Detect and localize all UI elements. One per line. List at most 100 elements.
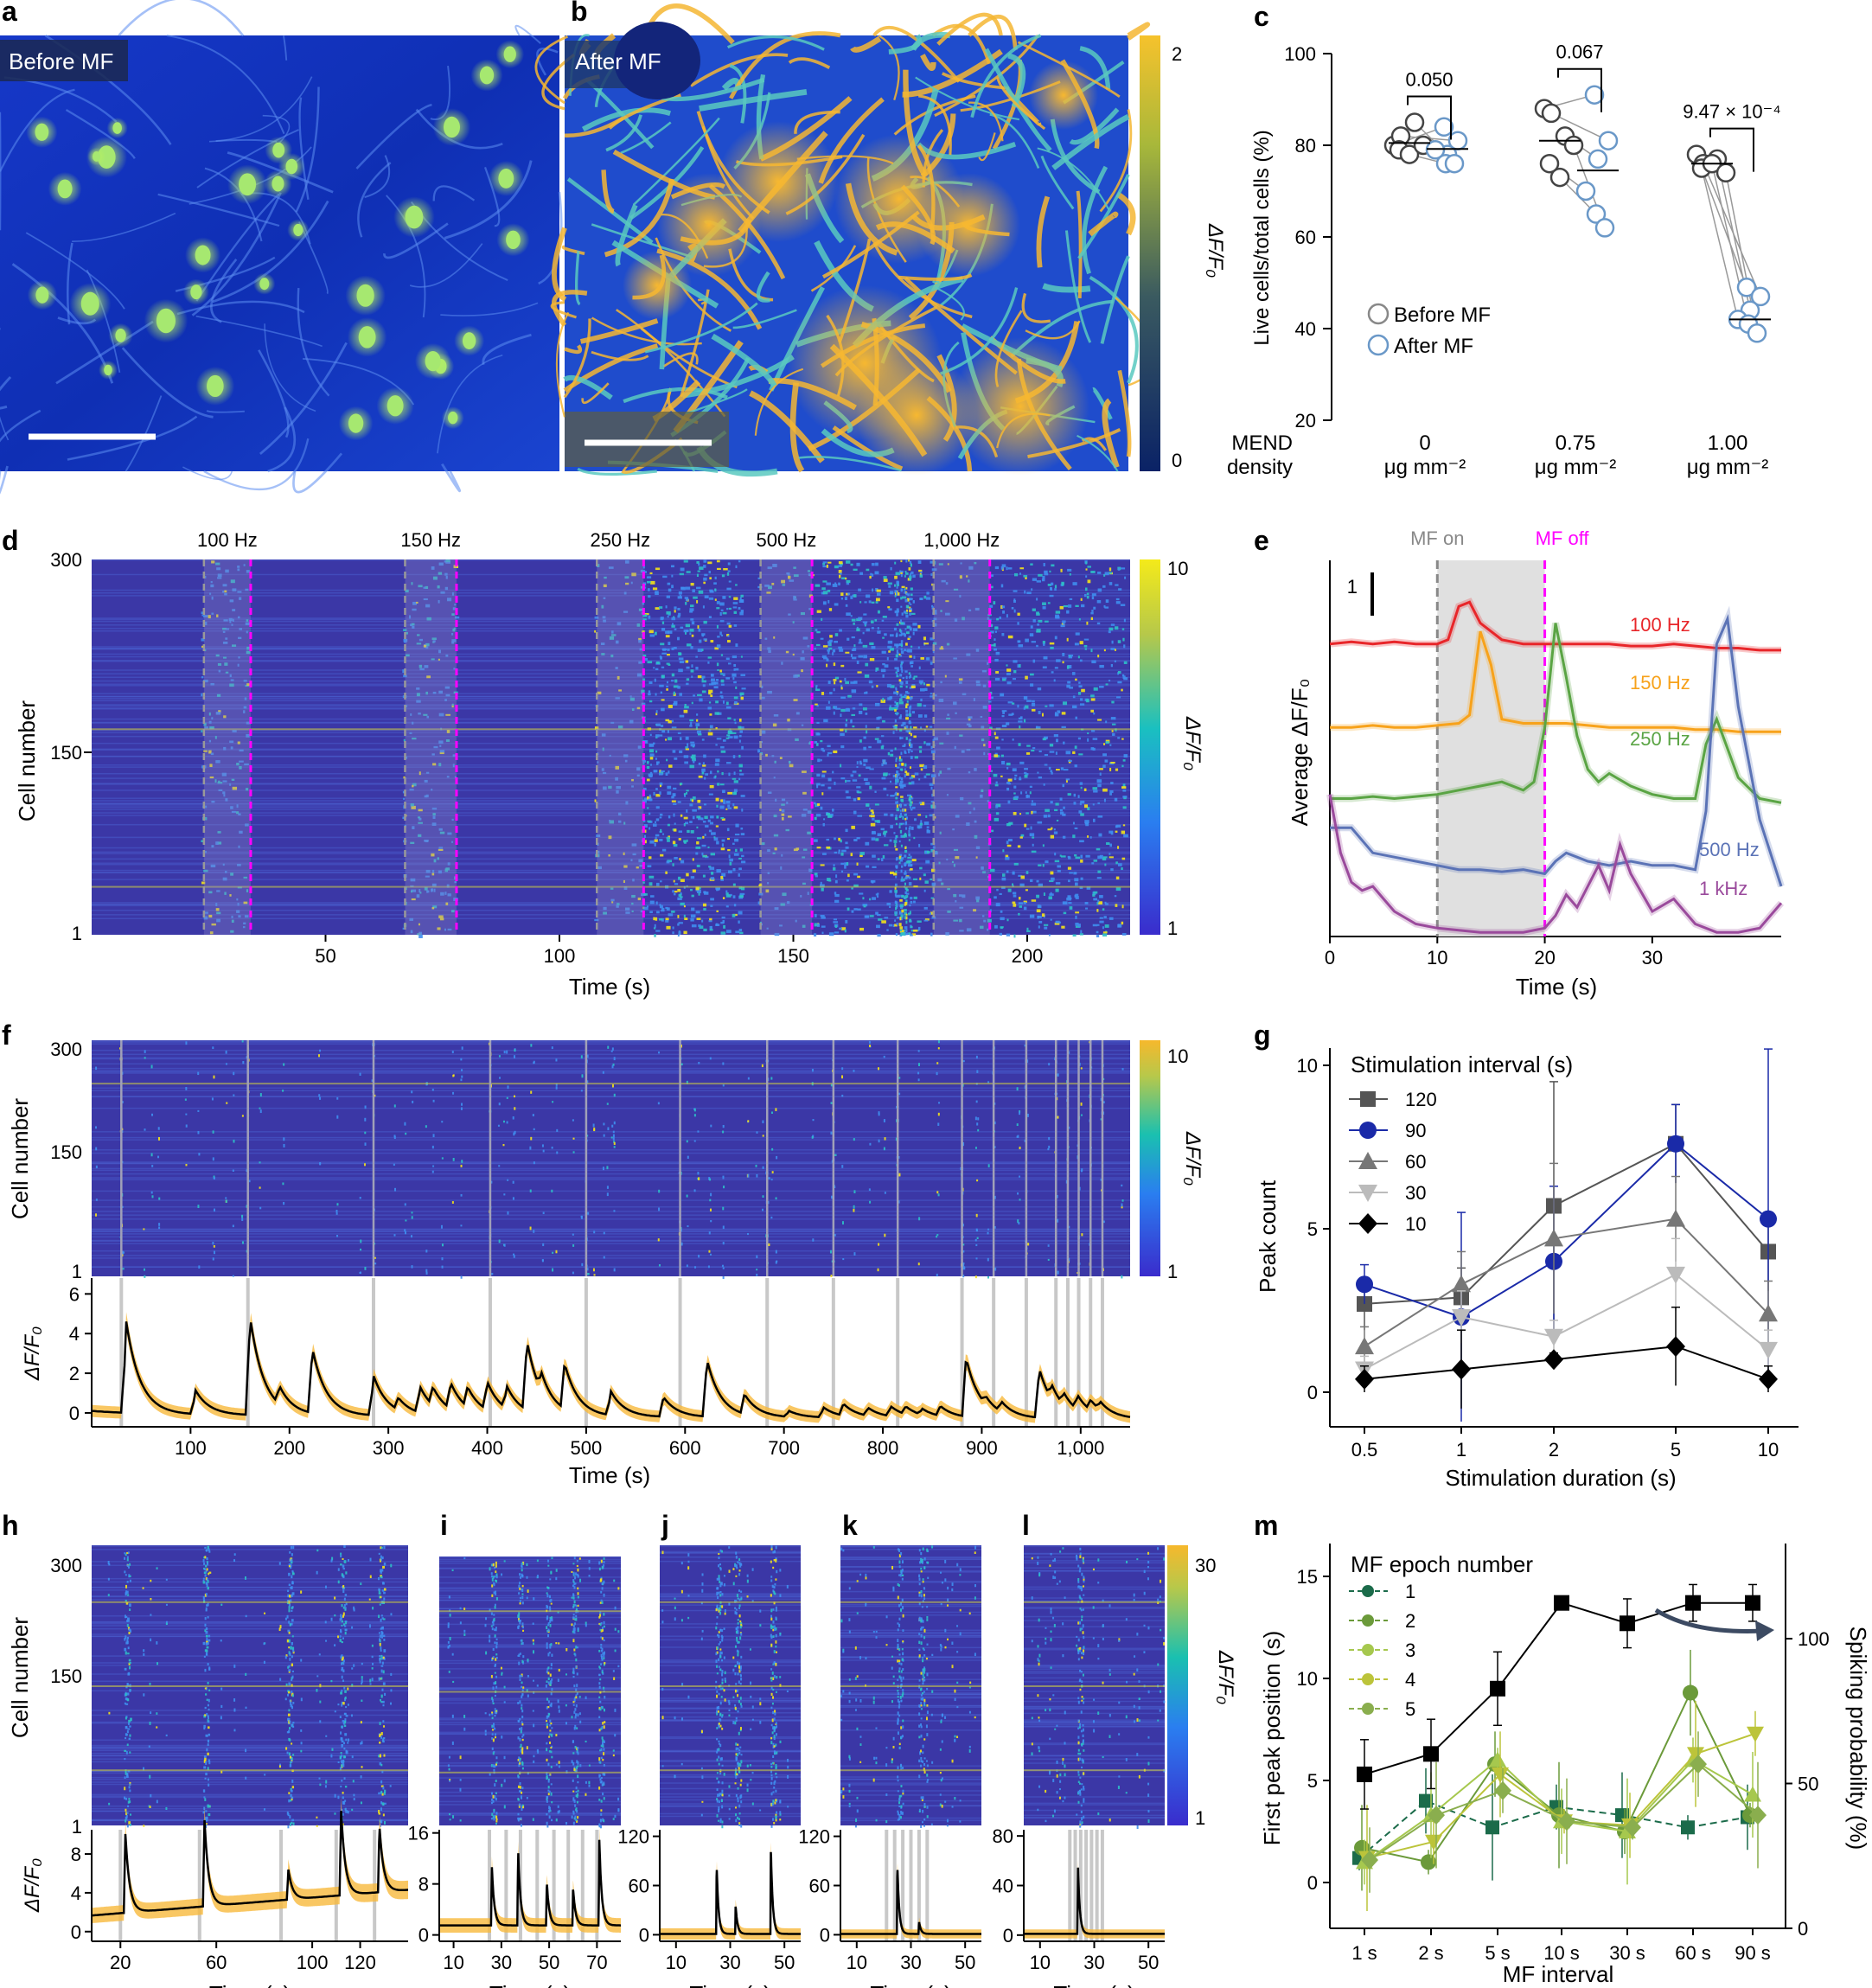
heatmap-activity <box>677 732 681 734</box>
heatmap-activity <box>740 833 745 836</box>
heatmap-activity <box>1075 856 1081 860</box>
heatmap-activity <box>1079 782 1083 785</box>
heatmap-activity <box>850 654 853 657</box>
heatmap-activity <box>863 692 867 694</box>
heatmap-activity <box>648 693 651 696</box>
cell-body-core <box>479 66 495 85</box>
heatmap-activity <box>716 887 720 891</box>
heatmap-activity <box>410 878 416 882</box>
heatmap-activity <box>602 771 607 775</box>
heatmap-activity <box>905 592 908 596</box>
heatmap-activity <box>999 932 1002 936</box>
heatmap-activity <box>894 747 897 751</box>
heatmap-activity <box>827 590 831 592</box>
heatmap-activity <box>946 732 949 735</box>
heatmap-activity <box>208 914 213 918</box>
heatmap-activity <box>909 627 912 631</box>
heatmap-activity <box>904 750 906 754</box>
heatmap-activity <box>808 573 813 577</box>
colorbar-b <box>1140 35 1160 471</box>
after-point <box>1747 323 1767 343</box>
heatmap-activity <box>987 662 989 665</box>
heatmap-activity <box>994 566 1000 570</box>
heatmap-activity <box>1081 1168 1083 1172</box>
heatmap-activity <box>405 1132 407 1135</box>
heatmap-row <box>92 1710 408 1711</box>
neurite <box>208 76 313 143</box>
heatmap-activity <box>890 685 895 688</box>
heatmap-activity <box>894 709 897 712</box>
heatmap-activity <box>707 819 711 822</box>
fluorescent-cluster <box>951 337 1089 476</box>
neurite <box>1100 255 1130 344</box>
heatmap-activity <box>684 631 687 635</box>
heatmap-activity <box>733 681 737 684</box>
heatmap-activity <box>765 753 768 757</box>
heatmap-activity <box>1065 778 1070 781</box>
heatmap-row <box>92 1250 1130 1252</box>
heatmap-activity <box>687 1225 689 1228</box>
heatmap-activity <box>685 623 691 628</box>
heatmap-activity <box>962 1224 964 1227</box>
stim-bar <box>488 1278 492 1427</box>
heatmap-activity <box>710 770 712 775</box>
heatmap-activity <box>899 698 903 701</box>
heatmap-activity <box>905 827 908 830</box>
heatmap-activity <box>740 726 744 730</box>
heatmap-activity <box>904 649 907 652</box>
heatmap-activity <box>503 1193 506 1196</box>
heatmap-activity <box>335 1209 338 1213</box>
heatmap-activity <box>319 1161 322 1165</box>
heatmap-activity <box>937 1193 940 1197</box>
heatmap-activity <box>710 905 713 907</box>
heatmap-activity <box>239 597 242 600</box>
heatmap-activity <box>1072 695 1076 699</box>
heatmap-activity <box>223 794 226 797</box>
heatmap-activity <box>1056 1115 1059 1119</box>
heatmap-activity <box>987 1081 990 1083</box>
heatmap-activity <box>658 606 663 609</box>
heatmap-activity <box>1092 803 1095 806</box>
series-line-150Hz <box>1330 630 1781 733</box>
heatmap-activity <box>840 572 842 575</box>
heatmap-activity <box>709 1178 712 1181</box>
heatmap-activity <box>1029 914 1035 918</box>
heatmap-activity <box>1067 681 1071 684</box>
neurite <box>788 57 831 69</box>
heatmap-activity <box>1093 712 1096 715</box>
heatmap-activity <box>695 846 701 849</box>
heatmap-activity <box>841 1067 844 1071</box>
heatmap-activity <box>629 719 634 724</box>
heatmap-activity <box>1001 877 1006 881</box>
heatmap-activity <box>693 1108 696 1112</box>
heatmap-activity <box>919 598 923 601</box>
heatmap-activity <box>617 675 620 680</box>
heatmap-activity <box>667 823 670 827</box>
heatmap-activity <box>1060 855 1066 858</box>
heatmap-activity <box>1080 854 1083 859</box>
heatmap-activity <box>648 743 655 747</box>
heatmap-activity <box>850 774 854 777</box>
heatmap-activity <box>975 896 981 900</box>
stim-bar <box>992 1278 996 1427</box>
heatmap-activity <box>1116 696 1121 699</box>
heatmap-activity <box>904 926 908 930</box>
heatmap-activity <box>124 1776 126 1779</box>
heatmap-activity <box>673 844 678 847</box>
heatmap-activity <box>409 789 414 791</box>
heatmap-activity <box>1017 612 1020 616</box>
heatmap-activity <box>932 694 937 697</box>
heatmap-activity <box>1044 926 1048 930</box>
heatmap-activity <box>996 617 1000 621</box>
heatmap-activity <box>905 920 908 924</box>
heatmap-activity <box>886 794 889 796</box>
heatmap-activity <box>912 628 918 632</box>
heatmap-activity <box>1045 860 1049 864</box>
marker-triangle-down <box>1452 1309 1471 1327</box>
heatmap-activity <box>1109 917 1114 920</box>
heatmap-row <box>92 800 1130 802</box>
heatmap-activity <box>740 594 744 598</box>
heatmap-activity <box>880 828 885 831</box>
heatmap-activity <box>907 748 911 751</box>
heatmap-activity <box>709 1208 712 1211</box>
